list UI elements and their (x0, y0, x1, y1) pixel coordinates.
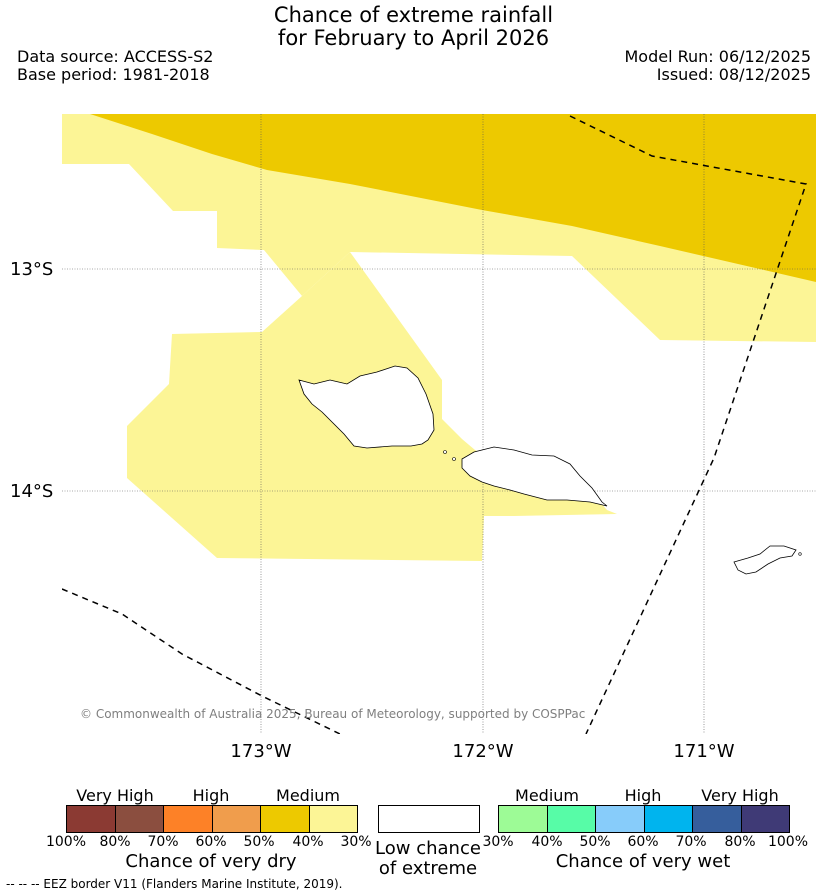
legend-dry-tick: 40% (292, 834, 324, 850)
lat-label-13s: 13°S (10, 259, 54, 280)
legend-wet-cat-high: High (624, 786, 662, 805)
aunuu-island-icon (798, 552, 802, 556)
legend-dry-swatch-60-50 (212, 806, 261, 832)
legend-dry-tick: 70% (147, 834, 179, 850)
chart-title-line1: Chance of extreme rainfall (273, 3, 554, 27)
legend-wet-tick: 60% (627, 834, 659, 850)
legend-dry-cat-high: High (192, 786, 230, 805)
dry-medium-dark-region (90, 114, 816, 282)
legend-wet-cat-very-high: Very High (701, 786, 779, 805)
legend-dry-tick: 60% (195, 834, 227, 850)
copyright-notice: © Commonwealth of Australia 2025, Bureau… (80, 707, 586, 721)
legend-dry-title: Chance of very dry (125, 851, 297, 872)
legend-wet-title: Chance of very wet (555, 851, 731, 872)
legend-dry-tick: 80% (99, 834, 131, 850)
legend-wet-swatch-50-60 (596, 806, 645, 832)
tutuila-island-icon (733, 545, 797, 575)
lat-label-14s: 14°S (10, 481, 54, 502)
legend-wet-tick: 80% (724, 834, 756, 850)
legend-wet-swatch-80-100 (741, 806, 789, 832)
legend-neutral-swatch (378, 805, 480, 833)
legend-wet-tick: 70% (675, 834, 707, 850)
legend-wet-tick: 50% (579, 834, 611, 850)
legend-wet-tick: 100% (767, 834, 809, 850)
manono-island-icon (443, 450, 447, 454)
map-panel (62, 114, 816, 734)
eez-border (62, 115, 807, 734)
legend-wet-swatch-40-50 (547, 806, 596, 832)
legend-dry-tick: 30% (340, 834, 372, 850)
gridlines (62, 114, 816, 734)
savaii-island-icon (298, 365, 435, 449)
lon-label-173w: 173°W (230, 741, 292, 762)
legend-wet-swatch-60-70 (644, 806, 693, 832)
eez-footnote: -- -- -- EEZ border V11 (Flanders Marine… (6, 877, 343, 891)
base-period-label: Base period: 1981-2018 (17, 65, 210, 84)
legend-wet-cat-medium: Medium (515, 786, 579, 805)
legend-dry-swatches (66, 805, 358, 833)
lon-label-171w: 171°W (673, 741, 735, 762)
apolima-island-icon (452, 457, 456, 461)
legend-dry-tick: 100% (45, 834, 87, 850)
map-svg (62, 114, 816, 734)
upolu-island-icon (461, 446, 608, 507)
data-source-label: Data source: ACCESS-S2 (17, 47, 214, 66)
legend-wet-swatches (498, 805, 790, 833)
issued-label: Issued: 08/12/2025 (656, 65, 811, 84)
legend-dry-swatch-80-70 (115, 806, 164, 832)
legend-dry-cat-medium: Medium (276, 786, 340, 805)
eez-border-southwest (62, 588, 341, 734)
legend-dry-swatch-50-40 (261, 806, 310, 832)
eez-border-east (569, 115, 807, 734)
legend-dry-swatch-70-60 (164, 806, 213, 832)
legend-neutral-title-line2: of extreme (378, 858, 478, 879)
lon-label-172w: 172°W (452, 741, 514, 762)
legend-wet-tick: 30% (482, 834, 514, 850)
legend-dry-tick: 50% (243, 834, 275, 850)
legend-dry-swatch-100-80 (67, 806, 116, 832)
legend-wet-swatch-30-40 (499, 806, 548, 832)
model-run-label: Model Run: 06/12/2025 (624, 47, 812, 66)
legend-wet-tick: 40% (531, 834, 563, 850)
legend-wet-swatch-70-80 (693, 806, 742, 832)
legend-dry-swatch-40-30 (309, 806, 357, 832)
legend-dry-cat-very-high: Very High (76, 786, 154, 805)
legend-neutral-title-line1: Low chance (375, 838, 481, 859)
chart-title-line2: for February to April 2026 (277, 26, 550, 50)
